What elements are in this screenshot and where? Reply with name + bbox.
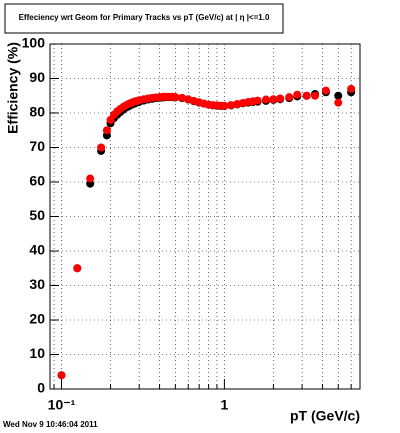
marker xyxy=(171,93,180,102)
marker xyxy=(285,93,294,102)
y-tick-label: 90 xyxy=(29,69,45,85)
marker xyxy=(276,94,285,103)
marker xyxy=(334,98,343,107)
marker xyxy=(269,95,278,104)
marker xyxy=(311,91,320,100)
marker xyxy=(178,93,187,102)
x-axis-label: pT (GeV/c) xyxy=(290,408,360,424)
y-tick-label: 30 xyxy=(29,276,45,292)
marker xyxy=(86,174,95,183)
y-tick-label: 80 xyxy=(29,104,45,120)
y-tick-label: 10 xyxy=(29,345,45,361)
y-tick-label: 70 xyxy=(29,138,45,154)
marker xyxy=(321,86,330,95)
y-axis-label: Efficiency (%) xyxy=(5,42,21,134)
marker xyxy=(57,371,66,380)
marker xyxy=(334,91,343,100)
marker xyxy=(347,84,356,93)
y-tick-label: 60 xyxy=(29,173,45,189)
y-tick-label: 50 xyxy=(29,207,45,223)
marker xyxy=(227,101,236,110)
chart-title: Effeciency wrt Geom for Primary Tracks v… xyxy=(19,13,270,22)
y-tick-label: 0 xyxy=(37,380,45,396)
marker xyxy=(102,126,111,135)
x-tick-label: 10⁻¹ xyxy=(48,397,76,413)
marker xyxy=(293,90,302,99)
marker xyxy=(220,101,229,110)
marker xyxy=(73,264,82,273)
footer: Wed Nov 9 10:46:04 2011 xyxy=(3,420,98,429)
x-tick-label: 1 xyxy=(220,397,228,413)
title-box xyxy=(4,3,284,34)
marker xyxy=(261,95,270,104)
y-tick-label: 40 xyxy=(29,242,45,258)
marker xyxy=(253,96,262,105)
marker xyxy=(97,143,106,152)
y-tick-label: 100 xyxy=(22,35,46,51)
marker xyxy=(302,91,311,100)
y-tick-label: 20 xyxy=(29,311,45,327)
